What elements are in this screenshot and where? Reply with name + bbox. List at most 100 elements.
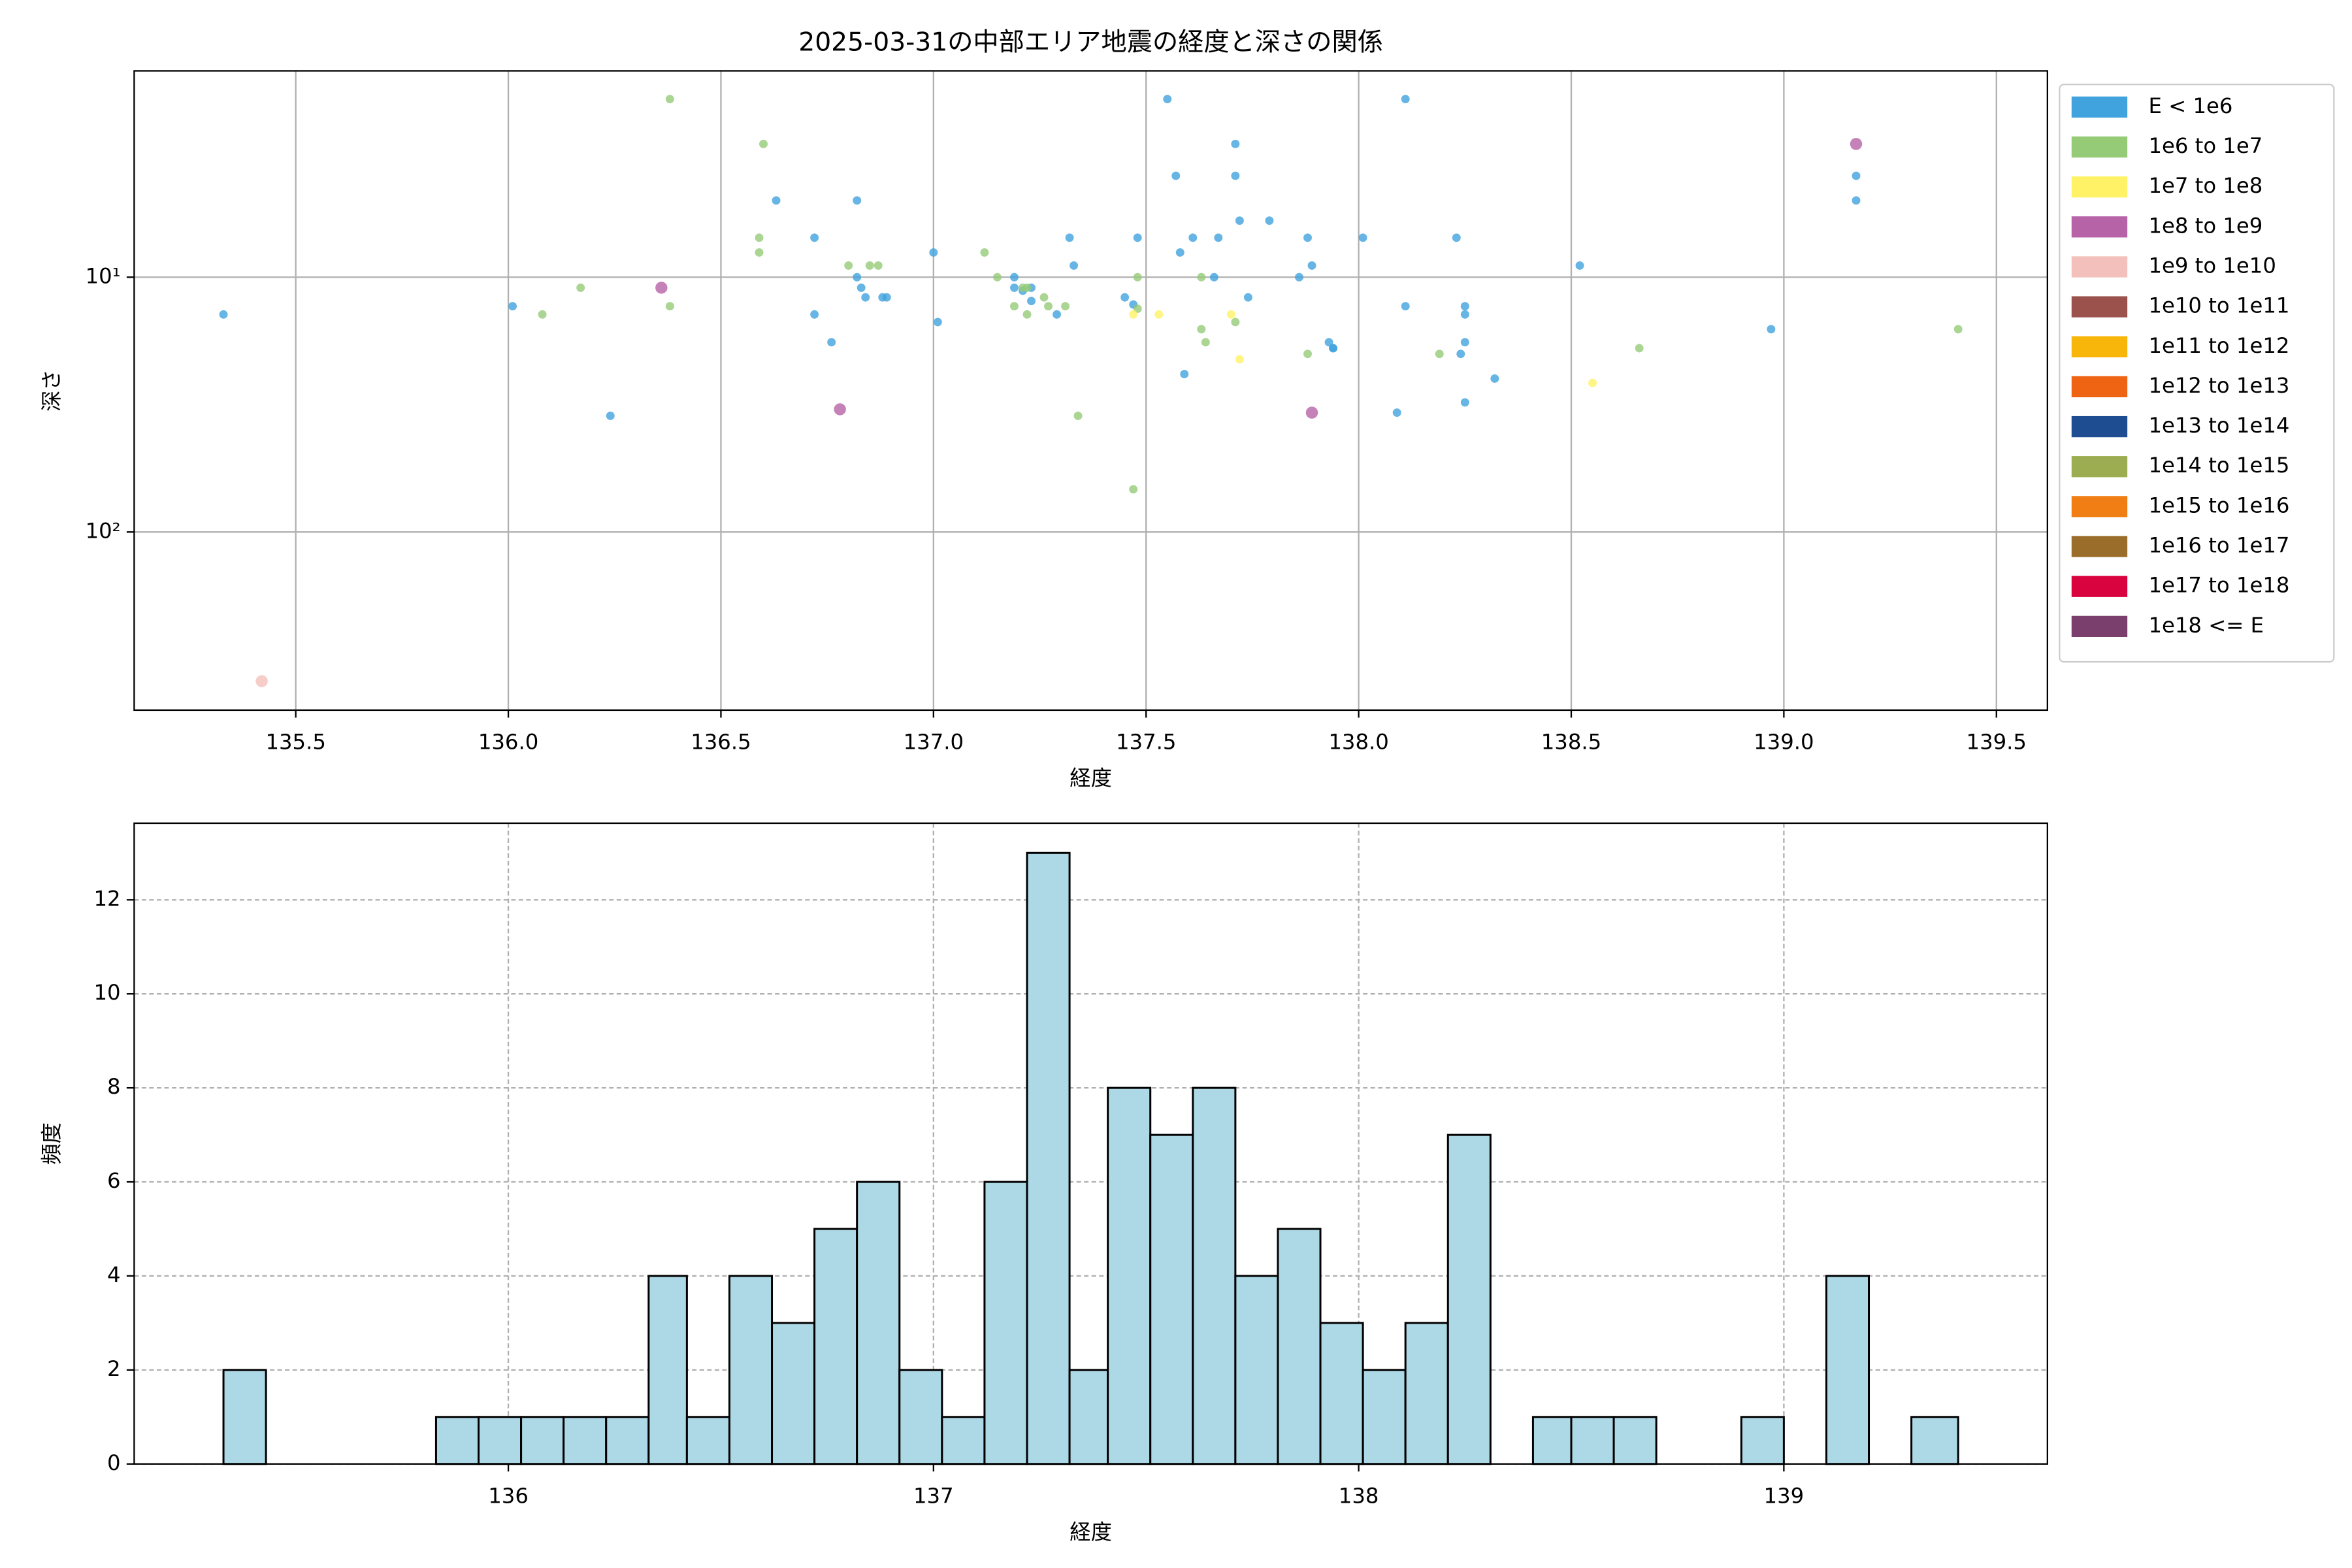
legend-swatch (2071, 615, 2128, 637)
legend-label: 1e14 to 1e15 (2148, 453, 2289, 478)
legend-swatch (2071, 336, 2128, 357)
point (1460, 310, 1469, 319)
point (1392, 408, 1401, 417)
point (1953, 325, 1963, 334)
point (1231, 171, 1240, 180)
point (810, 310, 819, 319)
point (1231, 318, 1240, 327)
histogram-bar (563, 1416, 608, 1465)
point (665, 302, 674, 311)
histogram-bar (728, 1275, 774, 1465)
y-tick-label: 2 (107, 1356, 121, 1381)
point (1307, 261, 1316, 270)
legend-swatch (2071, 416, 2128, 438)
point (874, 261, 883, 270)
histogram-bar (983, 1181, 1028, 1465)
point (219, 310, 228, 319)
point (755, 248, 764, 257)
histogram-bar (771, 1322, 816, 1465)
histogram-bar (434, 1416, 480, 1465)
legend-label: 1e9 to 1e10 (2148, 253, 2276, 278)
legend-swatch (2071, 536, 2128, 557)
x-axis-label: 経度 (1070, 766, 1112, 791)
point (665, 95, 674, 104)
x-tick-label: 139 (1764, 1484, 1805, 1509)
histogram-bar (1149, 1134, 1194, 1465)
legend-swatch (2071, 456, 2128, 478)
point (1163, 95, 1172, 104)
x-tick-label: 137.5 (1116, 730, 1176, 755)
point (1231, 139, 1240, 148)
point (772, 196, 781, 205)
point (1175, 248, 1184, 257)
point (1635, 344, 1644, 353)
point (1460, 302, 1469, 311)
point (1120, 293, 1130, 302)
legend-label: 1e7 to 1e8 (2148, 173, 2262, 198)
legend-swatch (2071, 216, 2128, 238)
plot-frame (133, 822, 2048, 1465)
point (1852, 196, 1861, 205)
legend-swatch (2071, 136, 2128, 158)
point (810, 233, 819, 242)
x-tick-label: 138.5 (1541, 730, 1601, 755)
y-tick-label: 10 (94, 980, 121, 1005)
x-tick-label: 138.0 (1328, 730, 1388, 755)
y-tick-label: 12 (94, 886, 121, 911)
legend-label: 1e10 to 1e11 (2148, 293, 2289, 318)
point (1010, 283, 1019, 292)
point (1010, 272, 1019, 282)
point (1073, 412, 1083, 420)
histogram-bar (1531, 1416, 1573, 1465)
histogram-bar (647, 1275, 688, 1465)
histogram-bar (1068, 1369, 1109, 1465)
point (1209, 272, 1218, 282)
x-tick-label: 139.5 (1967, 730, 2027, 755)
point (1358, 233, 1367, 242)
point (1226, 310, 1235, 319)
point (853, 272, 862, 282)
legend-label: 1e6 to 1e7 (2148, 133, 2262, 158)
point (1133, 233, 1142, 242)
histogram-bar (520, 1416, 565, 1465)
legend-label: 1e16 to 1e17 (2148, 533, 2289, 558)
legend-label: 1e15 to 1e16 (2148, 493, 2289, 517)
histogram-bar (813, 1228, 858, 1465)
point (1171, 171, 1181, 180)
point (827, 338, 836, 347)
histogram-bar (856, 1181, 901, 1465)
plot-frame (133, 70, 2048, 711)
point (1235, 355, 1244, 364)
point (1010, 302, 1019, 311)
histogram-bar (1570, 1416, 1615, 1465)
histogram-bar (1446, 1134, 1492, 1465)
point (1588, 378, 1597, 387)
point (1767, 325, 1776, 334)
point (1303, 233, 1312, 242)
point (1214, 233, 1223, 242)
histogram-bar (1026, 851, 1071, 1465)
histogram-bar (1234, 1275, 1279, 1465)
x-tick-label: 136 (488, 1484, 529, 1509)
point (538, 310, 547, 319)
point (882, 293, 891, 302)
point (1329, 344, 1338, 353)
point (1197, 272, 1206, 282)
point (980, 248, 989, 257)
point (1061, 302, 1070, 311)
legend-swatch (2071, 576, 2128, 597)
point (1850, 138, 1863, 150)
point (1460, 398, 1469, 407)
point (992, 272, 1002, 282)
point (1265, 216, 1274, 225)
point (1129, 485, 1138, 494)
histogram-bar (1612, 1416, 1658, 1465)
point (1295, 272, 1303, 282)
histogram-bar (898, 1369, 943, 1465)
point (1243, 293, 1252, 302)
point (606, 412, 615, 420)
histogram-bar (685, 1416, 730, 1465)
legend-label: E < 1e6 (2148, 93, 2232, 118)
point (655, 282, 668, 294)
point (1852, 171, 1861, 180)
